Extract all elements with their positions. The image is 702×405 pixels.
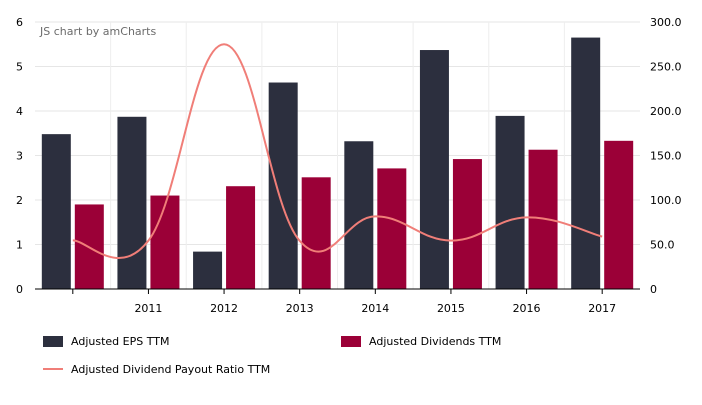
y-left-tick-label: 5 [16, 61, 23, 74]
bar-adjusted-eps[interactable] [571, 37, 601, 290]
legend-label[interactable]: Adjusted Dividends TTM [369, 335, 501, 348]
y-right-tick-label: 250.0 [650, 61, 682, 74]
x-tick-label: 2011 [134, 302, 162, 315]
bar-adjusted-eps[interactable] [193, 251, 223, 289]
legend-label[interactable]: Adjusted EPS TTM [71, 335, 169, 348]
legend-label[interactable]: Adjusted Dividend Payout Ratio TTM [71, 363, 270, 376]
x-tick-label: 2012 [210, 302, 238, 315]
y-left-tick-label: 4 [16, 105, 23, 118]
x-tick-label: 2014 [361, 302, 389, 315]
legend-swatch[interactable] [341, 336, 361, 347]
y-right-tick-label: 300.0 [650, 16, 682, 29]
bar-adjusted-dividends[interactable] [226, 186, 256, 289]
bar-adjusted-eps[interactable] [495, 115, 525, 290]
x-tick-label: 2017 [588, 302, 616, 315]
bar-adjusted-eps[interactable] [117, 116, 147, 289]
bar-adjusted-dividends[interactable] [301, 177, 331, 289]
y-left-tick-label: 3 [16, 150, 23, 163]
y-right-tick-label: 100.0 [650, 194, 682, 207]
x-tick-label: 2016 [513, 302, 541, 315]
chart-credit[interactable]: JS chart by amCharts [39, 25, 156, 38]
axes: 0 1 2 3 4 5 6 0 50.0 100.0 150.0 200.0 250.0 300.0 201… [16, 16, 682, 315]
bar-series [41, 37, 634, 290]
y-right-tick-label: 200.0 [650, 105, 682, 118]
y-left-tick-label: 0 [16, 283, 23, 296]
y-left-tick-label: 2 [16, 194, 23, 207]
y-left-tick-label: 6 [16, 16, 23, 29]
y-right-tick-label: 50.0 [650, 239, 675, 252]
bar-adjusted-dividends[interactable] [604, 140, 634, 289]
bar-adjusted-dividends[interactable] [377, 168, 407, 289]
y-left-tick-label: 1 [16, 239, 23, 252]
bar-adjusted-eps[interactable] [344, 141, 374, 289]
legend: Adjusted EPS TTM Adjusted Dividends TTM Ad… [43, 335, 501, 376]
bar-adjusted-eps[interactable] [41, 134, 71, 289]
y-right-tick-label: 0 [650, 283, 657, 296]
y-right-tick-label: 150.0 [650, 150, 682, 163]
x-tick-label: 2015 [437, 302, 465, 315]
x-tick-label: 2013 [286, 302, 314, 315]
bar-adjusted-dividends[interactable] [150, 195, 180, 289]
line-payout-ratio[interactable] [72, 43, 603, 259]
bar-adjusted-dividends[interactable] [452, 159, 482, 289]
line-series [72, 43, 603, 259]
bar-adjusted-eps[interactable] [268, 82, 298, 290]
bar-adjusted-eps[interactable] [419, 50, 449, 289]
legend-swatch[interactable] [43, 336, 63, 347]
